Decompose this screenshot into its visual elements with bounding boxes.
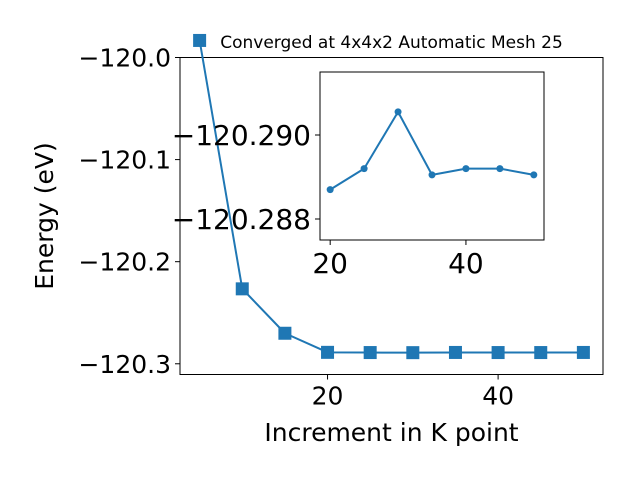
inset-data-point xyxy=(428,171,436,179)
inset-data-point xyxy=(326,186,334,194)
main-data-point xyxy=(193,33,207,47)
inset-series xyxy=(326,108,538,194)
main-data-point xyxy=(235,282,249,296)
inset-x-tick-label: 20 xyxy=(312,247,348,280)
main-plot-frame xyxy=(179,57,604,375)
main-data-point xyxy=(448,345,462,359)
main-x-axis-label: Increment in K point xyxy=(264,418,518,447)
main-data-point xyxy=(321,345,335,359)
inset-data-point xyxy=(496,165,504,173)
inset-y-ticks: −120.290 −120.288 xyxy=(172,119,320,236)
inset-data-point xyxy=(394,108,402,116)
main-data-point xyxy=(534,346,548,360)
main-x-ticks: 20 40 xyxy=(312,374,514,411)
inset-data-point xyxy=(530,171,538,179)
main-y-tick-label: −120.2 xyxy=(78,248,171,277)
main-y-ticks: −120.0 −120.1 −120.2 −120.3 xyxy=(78,44,180,379)
inset-data-point xyxy=(462,165,470,173)
inset-data-point xyxy=(360,165,368,173)
main-data-point xyxy=(278,326,292,340)
main-title: Converged at 4x4x2 Automatic Mesh 25 xyxy=(220,33,563,53)
main-y-tick-label: −120.3 xyxy=(78,350,171,379)
main-x-tick-label: 40 xyxy=(482,382,514,411)
main-x-tick-label: 20 xyxy=(312,382,344,411)
main-data-point xyxy=(491,346,505,360)
main-y-tick-label: −120.0 xyxy=(78,44,171,73)
inset-y-tick-label: −120.290 xyxy=(172,119,311,152)
inset-plot-background xyxy=(319,71,545,241)
main-data-point xyxy=(406,346,420,360)
main-axes: 20 40 −120.0−120.1−120.2−120.3 Converged … xyxy=(30,33,604,447)
main-data-point xyxy=(576,345,590,359)
main-series-line xyxy=(198,40,584,354)
main-data-point xyxy=(363,346,377,360)
main-y-tick-label: −120.1 xyxy=(78,146,171,175)
main-y-axis-label: Energy (eV) xyxy=(30,142,59,289)
main-series xyxy=(193,33,590,360)
inset-x-tick-label: 40 xyxy=(448,247,484,280)
inset-x-ticks: 20 40 xyxy=(312,240,484,280)
inset-y-tick-label: −120.288 xyxy=(172,203,311,236)
inset-axes: 20 40 −120.290−120.288 xyxy=(172,71,545,280)
